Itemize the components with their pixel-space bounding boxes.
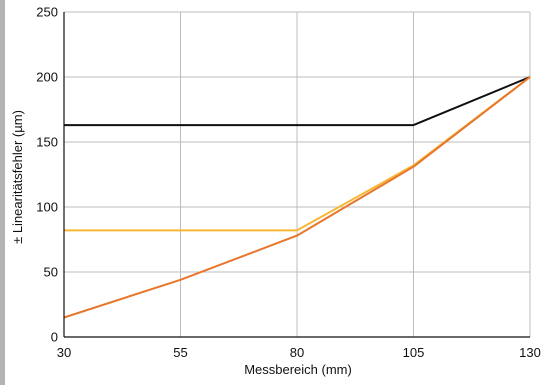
series-lines (63, 76, 531, 319)
grid-lines (63, 11, 531, 338)
y-tick-label: 150 (36, 135, 58, 150)
x-tick-label: 55 (173, 345, 187, 360)
y-tick-label: 200 (36, 70, 58, 85)
x-tick-label: 105 (403, 345, 425, 360)
left-border-bar (0, 0, 5, 385)
y-tick-labels: 0 50 100 150 200 250 (36, 5, 58, 345)
x-tick-labels: 30 55 80 105 130 (57, 345, 541, 360)
plot-frame (63, 12, 530, 338)
series-line-3 (63, 76, 531, 319)
x-tick-label: 80 (290, 345, 304, 360)
y-axis-label: ± Linearitätsfehler (µm) (10, 110, 25, 244)
y-tick-label: 250 (36, 5, 58, 20)
x-axis-label: Messbereich (mm) (244, 362, 352, 377)
y-tick-label: 50 (44, 265, 58, 280)
x-tick-label: 130 (519, 345, 541, 360)
y-tick-label: 0 (51, 330, 58, 345)
series-line-1 (64, 76, 531, 127)
y-tick-label: 100 (36, 200, 58, 215)
x-tick-label: 30 (57, 345, 71, 360)
